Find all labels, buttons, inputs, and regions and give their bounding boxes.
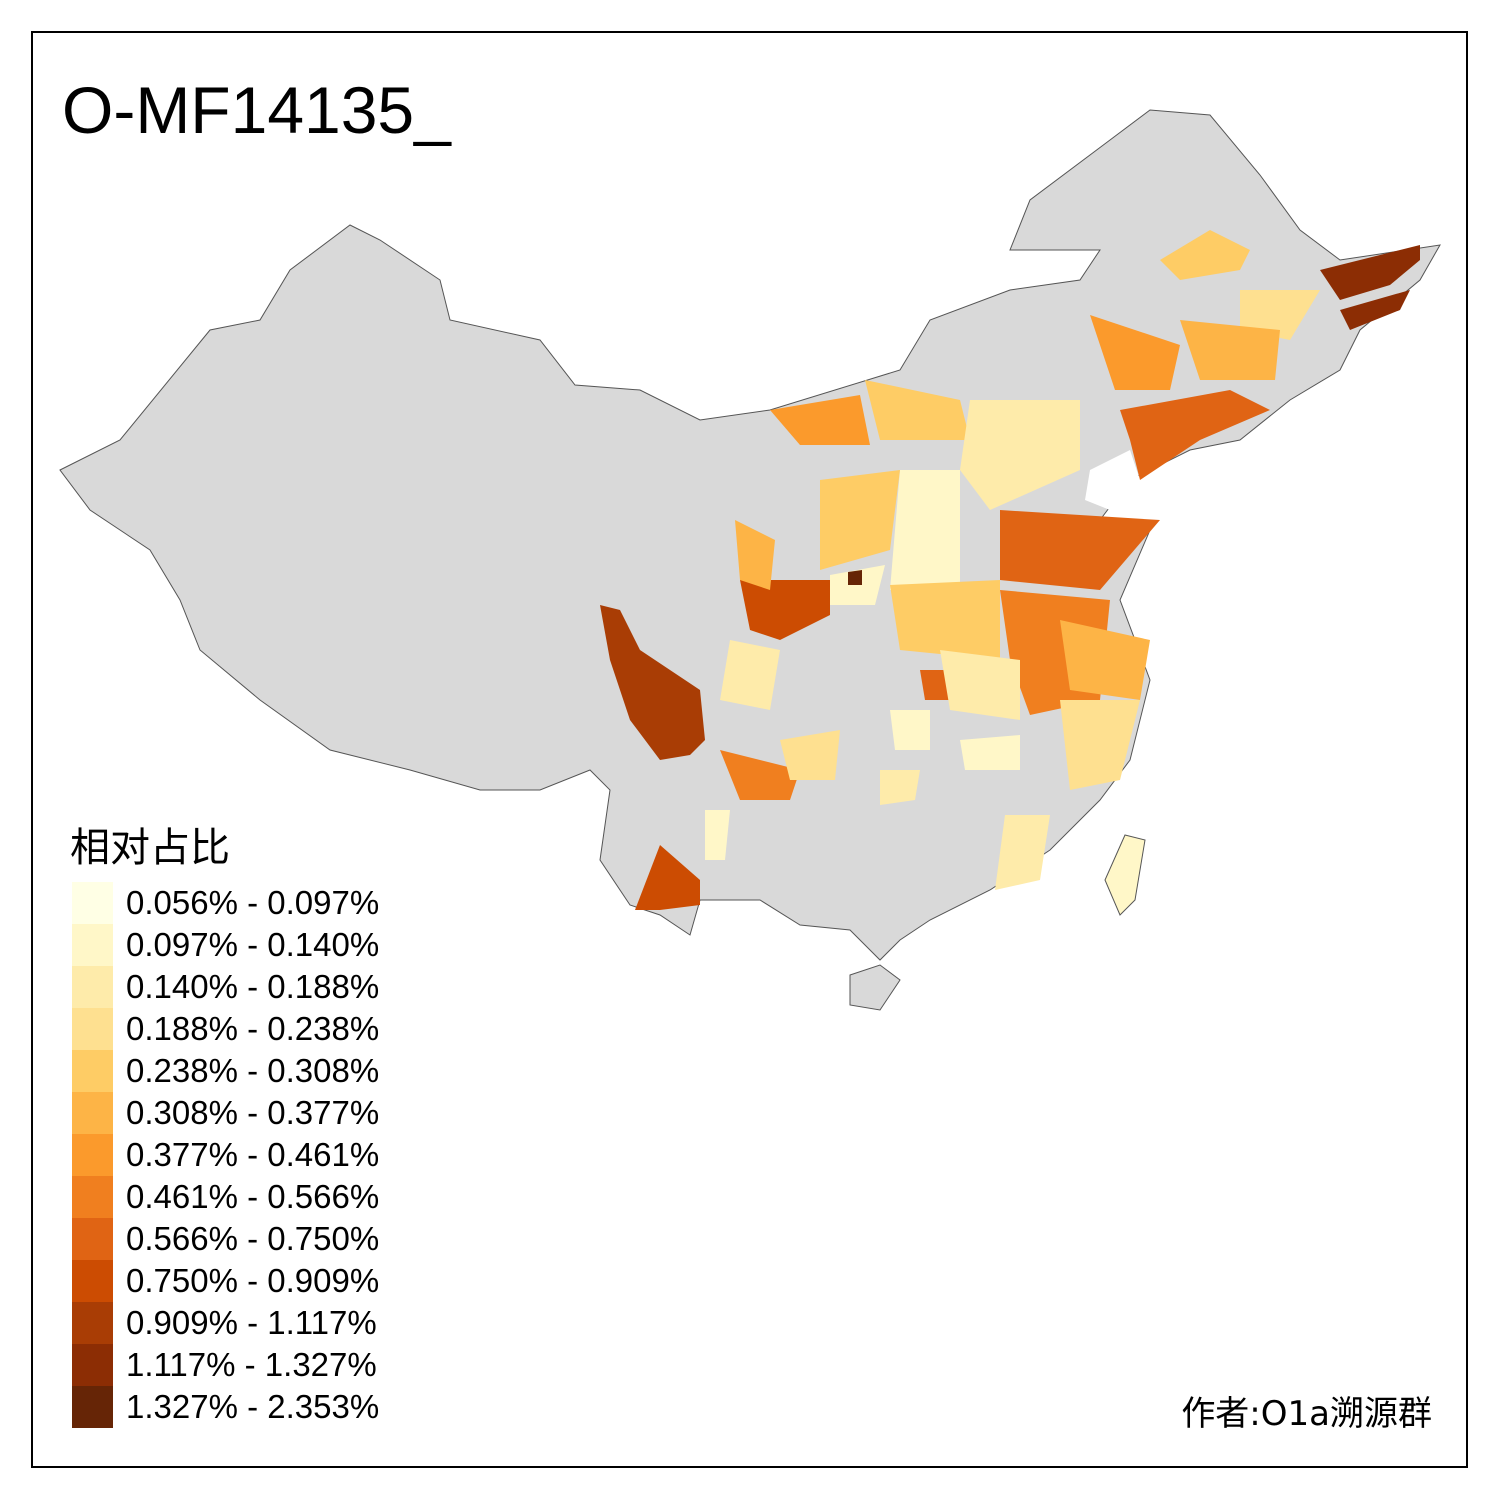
region [720,640,780,710]
legend-label: 0.056% - 0.097% [126,884,380,921]
legend-label: 0.461% - 0.566% [126,1178,380,1215]
region [780,730,840,780]
region [880,770,920,805]
legend-swatch [72,882,113,924]
region [960,735,1020,770]
region [848,570,862,585]
region [600,605,705,760]
region [770,395,870,445]
colored-regions [600,230,1420,910]
region [995,815,1050,890]
region [865,380,970,440]
region [1060,700,1140,790]
region [890,580,1000,660]
legend-title: 相对占比 [70,825,230,871]
legend-label: 0.909% - 1.117% [126,1304,377,1341]
region [1340,290,1410,330]
region [705,810,730,860]
region [1090,315,1180,390]
legend-item: 0.566% - 0.750% [72,1218,379,1260]
legend-item: 1.327% - 2.353% [72,1386,379,1428]
legend-label: 0.308% - 0.377% [126,1094,380,1131]
region [1160,230,1250,280]
legend-label: 0.750% - 0.909% [126,1262,380,1299]
legend-item: 0.909% - 1.117% [72,1302,379,1344]
legend-item: 0.097% - 0.140% [72,924,379,966]
region [1180,320,1280,380]
region [820,470,900,570]
region [1060,620,1150,700]
region [735,520,775,590]
legend-swatch [72,1386,113,1428]
legend-swatch [72,1134,113,1176]
legend-item: 0.238% - 0.308% [72,1050,379,1092]
legend-item: 0.308% - 0.377% [72,1092,379,1134]
legend-swatch [72,1218,113,1260]
author-credit: 作者:O1a溯源群 [1181,1394,1432,1434]
legend-swatch [72,1344,113,1386]
region [1120,390,1270,480]
hainan-island [849,964,901,1011]
map-frame [31,31,1468,1468]
legend-label: 0.140% - 0.188% [126,968,380,1005]
region [940,650,1020,720]
region [1240,290,1320,340]
legend-swatch [72,966,113,1008]
region [960,400,1080,510]
legend-swatch [72,1092,113,1134]
region [720,750,800,800]
legend-item: 0.140% - 0.188% [72,966,379,1008]
legend-item: 0.750% - 0.909% [72,1260,379,1302]
region [740,580,830,640]
legend-swatch [72,1260,113,1302]
legend-item: 1.117% - 1.327% [72,1344,379,1386]
region [635,845,700,910]
legend: 0.056% - 0.097% 0.097% - 0.140% 0.140% - 0… [72,882,379,1428]
bohai-sea [1085,450,1140,510]
legend-label: 0.097% - 0.140% [126,926,380,963]
region [1320,245,1420,300]
legend-item: 0.056% - 0.097% [72,882,379,924]
legend-label: 0.377% - 0.461% [126,1136,380,1173]
legend-swatch [72,1302,113,1344]
legend-swatch [72,1176,113,1218]
legend-label: 1.117% - 1.327% [126,1346,377,1383]
legend-label: 0.188% - 0.238% [126,1010,380,1047]
legend-item: 0.377% - 0.461% [72,1134,379,1176]
legend-swatch [72,1050,113,1092]
region [890,470,960,590]
legend-swatch [72,1008,113,1050]
map-title: O-MF14135_ [62,73,451,147]
region [1000,510,1160,590]
taiwan-island [1104,834,1146,916]
region [890,710,930,750]
legend-label: 0.566% - 0.750% [126,1220,380,1257]
legend-label: 1.327% - 2.353% [126,1388,380,1425]
legend-swatch [72,924,113,966]
legend-label: 0.238% - 0.308% [126,1052,380,1089]
legend-item: 0.461% - 0.566% [72,1176,379,1218]
legend-item: 0.188% - 0.238% [72,1008,379,1050]
